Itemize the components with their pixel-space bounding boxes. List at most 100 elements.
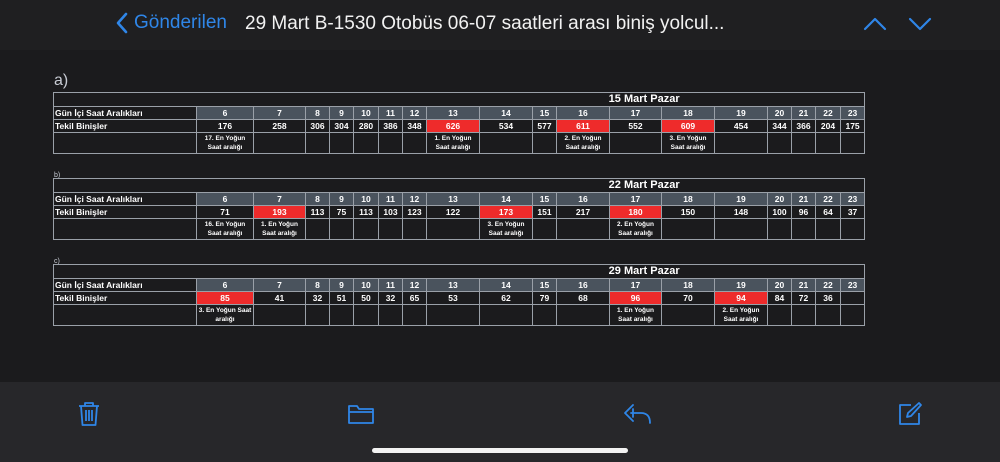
value-cell: 53 <box>426 291 480 305</box>
value-cell: 150 <box>661 205 715 219</box>
value-cell: 122 <box>426 205 480 219</box>
empty-cell <box>53 132 197 154</box>
value-cell: 193 <box>253 205 306 219</box>
value-cell: 96 <box>609 291 662 305</box>
rank-note <box>661 218 715 240</box>
hour-cell: 16 <box>556 106 610 120</box>
row-label: Gün İçi Saat Aralıkları <box>53 106 197 120</box>
hour-cell: 18 <box>661 192 715 206</box>
value-cell: 94 <box>714 291 768 305</box>
value-cell: 103 <box>378 205 403 219</box>
rank-note: 2. En Yoğun Saat aralığı <box>714 304 768 326</box>
value-cell: 50 <box>353 291 379 305</box>
hour-cell: 9 <box>329 192 354 206</box>
boardings-table: 22 Mart Pazar Gün İçi Saat Aralıkları 6 7 8 9… <box>52 178 866 240</box>
hour-cell: 6 <box>196 192 254 206</box>
value-cell: 151 <box>532 205 557 219</box>
value-cell: 32 <box>305 291 330 305</box>
rank-note: 1. En Yoğun Saat aralığı <box>426 132 480 154</box>
hour-cell: 7 <box>253 278 306 292</box>
table-title-cell: 15 Mart Pazar <box>52 92 866 107</box>
rank-note: 3. En Yoğun Saat aralığı <box>196 304 254 326</box>
hour-cell: 20 <box>767 278 792 292</box>
value-cell: 64 <box>815 205 841 219</box>
value-cell: 611 <box>556 119 610 133</box>
title-row: 29 Mart Pazar <box>52 264 866 279</box>
value-cell: 534 <box>479 119 533 133</box>
hour-cell: 20 <box>767 106 792 120</box>
back-button[interactable]: Gönderilen <box>116 12 227 34</box>
value-cell: 123 <box>402 205 427 219</box>
value-cell: 32 <box>378 291 403 305</box>
rank-note <box>402 304 427 326</box>
hour-cell: 13 <box>426 106 480 120</box>
value-cell: 366 <box>791 119 816 133</box>
hour-cell: 8 <box>305 106 330 120</box>
rank-note <box>426 218 480 240</box>
compose-icon[interactable] <box>897 401 923 427</box>
rank-note <box>353 218 379 240</box>
hour-cell: 10 <box>353 192 379 206</box>
row-label: Tekil Binişler <box>53 119 197 133</box>
hour-cell: 19 <box>714 106 768 120</box>
rank-note <box>714 218 768 240</box>
rank-note <box>815 218 841 240</box>
value-cell: 454 <box>714 119 768 133</box>
hours-row: Gün İçi Saat Aralıkları 6 7 8 9 10 11 12 13 14 15 1… <box>53 106 866 120</box>
folder-icon[interactable] <box>347 403 375 425</box>
hour-cell: 16 <box>556 192 610 206</box>
rank-note: 1. En Yoğun Saat aralığı <box>609 304 662 326</box>
rank-note: 3. En Yoğun Saat aralığı <box>479 218 533 240</box>
value-cell: 84 <box>767 291 792 305</box>
hour-cell: 8 <box>305 192 330 206</box>
rank-note <box>714 132 768 154</box>
value-cell: 85 <box>196 291 254 305</box>
table-title: 22 Mart Pazar <box>608 179 680 192</box>
reply-icon[interactable] <box>623 403 653 425</box>
rank-note <box>479 132 533 154</box>
back-label: Gönderilen <box>134 12 227 33</box>
hour-cell: 6 <box>196 106 254 120</box>
hour-cell: 15 <box>532 278 557 292</box>
rank-note <box>661 304 715 326</box>
value-cell: 65 <box>402 291 427 305</box>
hour-cell: 17 <box>609 192 662 206</box>
hour-cell: 10 <box>353 278 379 292</box>
rank-note <box>532 304 557 326</box>
rank-note: 16. En Yoğun Saat aralığı <box>196 218 254 240</box>
rank-note <box>353 304 379 326</box>
rank-note: 17. En Yoğun Saat aralığı <box>196 132 254 154</box>
hour-cell: 14 <box>479 106 533 120</box>
row-label: Tekil Binişler <box>53 205 197 219</box>
hour-cell: 22 <box>815 106 841 120</box>
hour-cell: 16 <box>556 278 610 292</box>
rank-note <box>609 132 662 154</box>
top-navigation-bar: Gönderilen 29 Mart B-1530 Otobüs 06-07 s… <box>0 0 1000 50</box>
value-cell: 304 <box>329 119 354 133</box>
value-cell: 609 <box>661 119 715 133</box>
hour-cell: 23 <box>839 278 866 292</box>
value-cell: 79 <box>532 291 557 305</box>
value-cell: 51 <box>329 291 354 305</box>
home-indicator[interactable] <box>372 448 628 453</box>
hour-cell: 21 <box>791 106 816 120</box>
value-cell: 41 <box>253 291 306 305</box>
value-cell: 386 <box>378 119 403 133</box>
value-cell: 344 <box>767 119 792 133</box>
value-cell: 204 <box>815 119 841 133</box>
rank-note <box>305 132 330 154</box>
hour-cell: 7 <box>253 192 306 206</box>
row-label: Gün İçi Saat Aralıkları <box>53 278 197 292</box>
message-body: a) 15 Mart Pazar Gün İçi Saat Aralıkları 6 7… <box>0 50 1000 382</box>
trash-icon[interactable] <box>77 401 101 427</box>
hour-cell: 15 <box>532 106 557 120</box>
chevron-down-icon[interactable] <box>908 13 932 35</box>
hour-cell: 15 <box>532 192 557 206</box>
chevron-up-icon[interactable] <box>863 13 887 35</box>
value-cell: 148 <box>714 205 768 219</box>
boardings-table: 15 Mart Pazar Gün İçi Saat Aralıkları 6 7 8 9… <box>52 92 866 154</box>
value-cell: 306 <box>305 119 330 133</box>
hour-cell: 22 <box>815 192 841 206</box>
hour-cell: 23 <box>839 106 866 120</box>
value-cell: 280 <box>353 119 379 133</box>
